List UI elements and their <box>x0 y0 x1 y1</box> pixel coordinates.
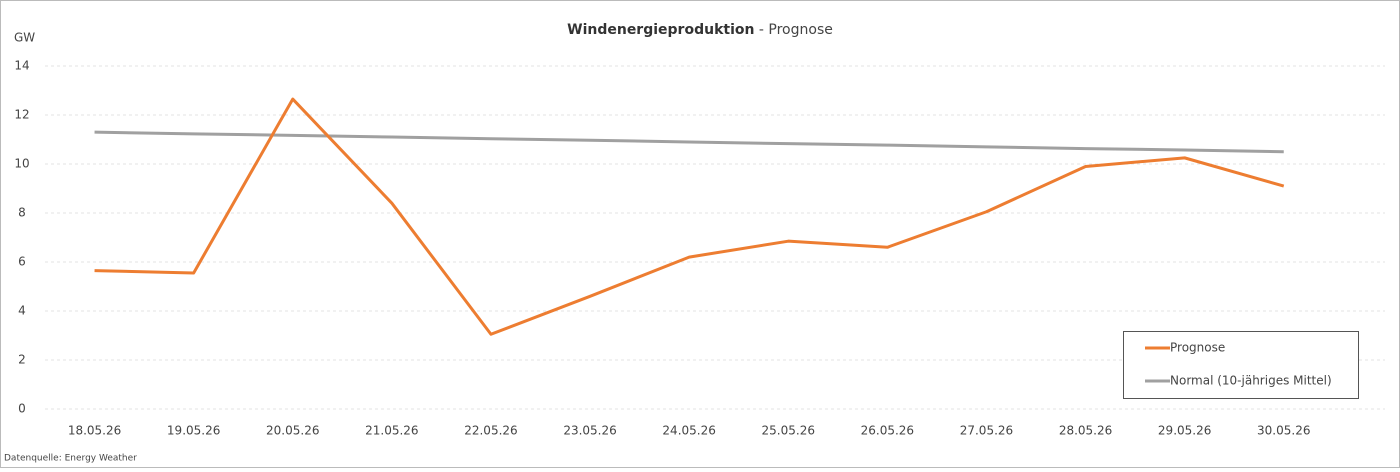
y-tick-label: 2 <box>18 353 26 367</box>
x-tick-label: 28.05.26 <box>1059 424 1112 438</box>
y-tick-label: 0 <box>18 402 26 416</box>
y-tick-label: 14 <box>14 59 29 73</box>
legend-label: Prognose <box>1170 341 1225 355</box>
title-suffix: - Prognose <box>759 22 833 38</box>
series-line <box>94 97 1285 336</box>
y-tick-label: 4 <box>18 304 26 318</box>
x-tick-label: 30.05.26 <box>1257 424 1310 438</box>
y-axis-label: GW <box>14 31 35 45</box>
x-tick-label: 18.05.26 <box>68 424 121 438</box>
x-tick-label: 19.05.26 <box>167 424 220 438</box>
chart-title: Windenergieproduktion - Prognose <box>567 22 833 38</box>
y-tick-label: 10 <box>14 157 29 171</box>
x-tick-label: 29.05.26 <box>1158 424 1211 438</box>
legend-label: Normal (10-jähriges Mittel) <box>1170 374 1332 388</box>
series-line <box>94 130 1284 154</box>
x-tick-label: 26.05.26 <box>861 424 914 438</box>
x-tick-label: 21.05.26 <box>365 424 418 438</box>
source: Datenquelle: Energy Weather <box>4 454 137 464</box>
x-tick-label: 24.05.26 <box>662 424 715 438</box>
x-tick-label: 22.05.26 <box>464 424 517 438</box>
legend-box <box>1123 331 1359 399</box>
x-tick-label: 23.05.26 <box>563 424 616 438</box>
x-tick-label: 20.05.26 <box>266 424 319 438</box>
y-tick-label: 12 <box>14 108 29 122</box>
y-tick-label: 6 <box>18 255 26 269</box>
x-tick-label: 27.05.26 <box>960 424 1013 438</box>
x-tick-label: 25.05.26 <box>762 424 815 438</box>
title-main: Windenergieproduktion <box>567 22 754 38</box>
y-tick-label: 8 <box>18 206 26 220</box>
